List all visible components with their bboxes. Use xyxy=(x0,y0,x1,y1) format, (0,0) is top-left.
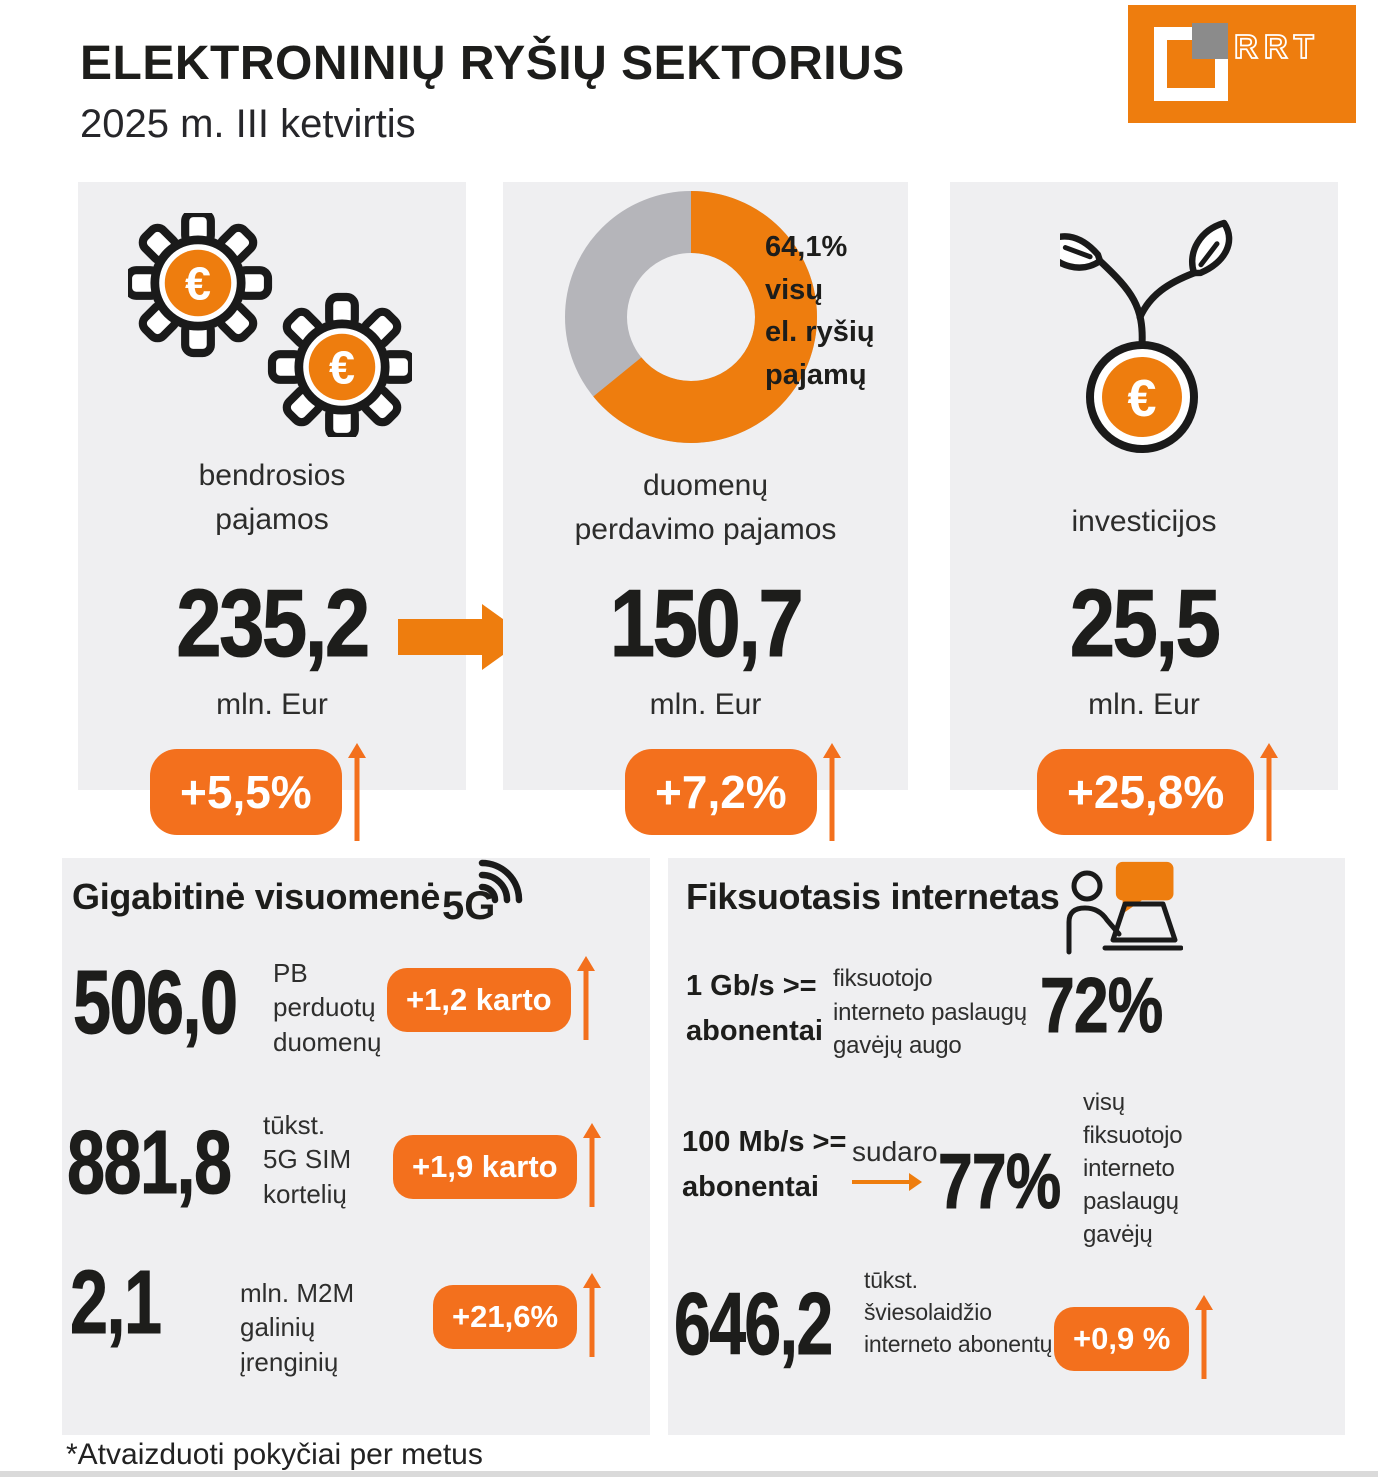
fixed-internet-heading: Fiksuotasis internetas xyxy=(686,876,1060,917)
up-arrow-icon xyxy=(822,743,842,841)
panel-fixed-internet: Fiksuotasis internetas 1 Gb/s >= abonenta… xyxy=(668,858,1345,1435)
svg-text:€: € xyxy=(185,257,211,309)
donut-annotation: 64,1% visų el. ryšių pajamų xyxy=(765,231,875,391)
label-m2m: mln. M2M galinių įrenginių xyxy=(240,1278,355,1377)
gears-euro-icon: € € xyxy=(128,213,412,437)
footnote: *Atvaizduoti pokyčiai per metus xyxy=(66,1438,483,1471)
value-investments: 25,5 xyxy=(1069,570,1221,677)
change-badge-row: +0,9 % xyxy=(1054,1307,1214,1379)
change-badge: +0,9 % xyxy=(1054,1307,1190,1371)
logo-gray-square-icon xyxy=(1192,23,1228,59)
label-5g-sim: tūkst. 5G SIM kortelių xyxy=(263,1110,352,1209)
change-badge: +25,8% xyxy=(1037,749,1255,835)
bottom-edge-divider xyxy=(0,1471,1378,1477)
term-100mbps: 100 Mb/s >= abonentai xyxy=(682,1126,847,1203)
up-arrow-icon xyxy=(1259,743,1279,841)
5g-label: 5G xyxy=(442,884,496,928)
change-badge: +1,2 karto xyxy=(387,968,571,1032)
desc-100mbps: visų fiksuotojo interneto paslaugų gavėjų xyxy=(1083,1089,1183,1249)
logo-text: RRT xyxy=(1234,28,1320,65)
label-fiber: tūkst. šviesolaidžio interneto abonentų xyxy=(864,1267,1053,1358)
change-badge: +21,6% xyxy=(433,1285,578,1349)
up-arrow-icon xyxy=(1194,1295,1214,1379)
small-right-arrow-icon xyxy=(852,1173,922,1191)
sprout-coin-icon: € xyxy=(1060,219,1233,453)
value-fiber: 646,2 xyxy=(674,1274,834,1373)
logo-wordmark: RRT xyxy=(1233,27,1320,66)
page-title: ELEKTRONINIŲ RYŠIŲ SEKTORIUS xyxy=(80,37,905,90)
change-badge: +7,2% xyxy=(625,749,817,835)
value-data-revenue: 150,7 xyxy=(609,570,804,677)
change-badge: +1,9 karto xyxy=(393,1135,577,1199)
value-data-transferred: 506,0 xyxy=(73,953,239,1053)
up-arrow-icon xyxy=(582,1273,602,1357)
unit-label: mln. Eur xyxy=(649,688,762,721)
change-badge: +5,5% xyxy=(150,749,342,835)
label-data-transferred: PB perduotų duomenų xyxy=(273,958,382,1057)
change-badge-row: +21,6% xyxy=(433,1285,602,1357)
change-badge-row: +25,8% xyxy=(1037,749,1279,841)
donut-segment xyxy=(565,191,817,443)
person-laptop-icon xyxy=(1066,861,1183,955)
rrt-logo: RRT xyxy=(1128,5,1356,123)
card-label: bendrosios pajamos xyxy=(198,459,346,536)
value-total-revenue: 235,2 xyxy=(176,570,371,677)
change-badge-row: +1,2 karto xyxy=(387,968,596,1040)
value-77pct: 77% xyxy=(938,1137,1062,1225)
value-72pct: 72% xyxy=(1040,961,1164,1049)
value-m2m: 2,1 xyxy=(70,1253,163,1353)
change-badge-row: +5,5% xyxy=(150,749,367,841)
svg-text:€: € xyxy=(1128,370,1157,428)
unit-label: mln. Eur xyxy=(1088,688,1200,721)
up-arrow-icon xyxy=(582,1123,602,1207)
card-label: duomenų perdavimo pajamos xyxy=(574,469,837,546)
card-total-revenue: € € bendrosios pajamos xyxy=(78,182,466,835)
card-investments: € investicijos 25,5 mln. Eur +25,8% xyxy=(950,182,1338,835)
wifi-signal-icon xyxy=(478,859,523,904)
value-5g-sim: 881,8 xyxy=(67,1113,233,1213)
donut-chart xyxy=(565,191,817,443)
gigabit-heading: Gigabitinė visuomenė xyxy=(72,876,441,917)
change-badge-row: +7,2% xyxy=(625,749,842,841)
term-1gbps: 1 Gb/s >= abonentai xyxy=(686,970,823,1047)
svg-text:€: € xyxy=(329,341,355,393)
up-arrow-icon xyxy=(347,743,367,841)
page-subtitle: 2025 m. III ketvirtis xyxy=(80,102,416,146)
desc-1gbps: fiksuotojo interneto paslaugų gavėjų augo xyxy=(833,965,1027,1060)
card-data-revenue: 64,1% visų el. ryšių pajamų duomenų perda… xyxy=(503,182,908,835)
unit-label: mln. Eur xyxy=(216,688,328,721)
panel-gigabit-society: Gigabitinė visuomenė 5G 506,0 PB perduotų… xyxy=(62,858,650,1435)
change-badge-row: +1,9 karto xyxy=(393,1135,602,1207)
connector-sudaro: sudaro xyxy=(852,1136,938,1167)
card-label: investicijos xyxy=(1071,505,1217,538)
up-arrow-icon xyxy=(576,956,596,1040)
